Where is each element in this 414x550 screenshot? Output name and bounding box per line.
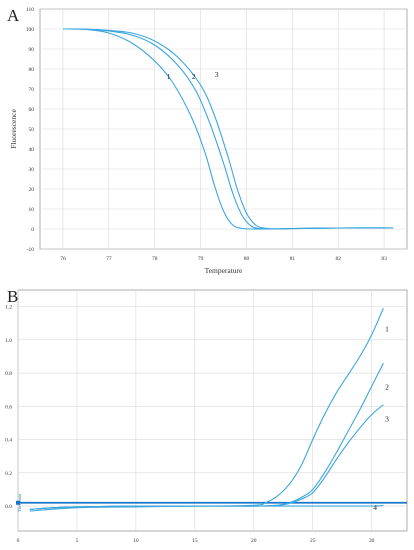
y-tick-label: 0.2 [5,471,12,477]
y-tick-label: 80 [29,67,35,73]
x-tick-label: 79 [198,256,204,262]
x-tick-label: 15 [192,538,198,544]
curve-annotation: 4 [373,503,377,512]
x-tick-label: 77 [106,256,112,262]
curve-annotation: 2 [385,383,389,392]
series-line-1 [29,308,384,510]
x-tick-label: 30 [369,538,375,544]
x-tick-label: 10 [133,538,139,544]
panel-label-b: B [7,287,18,306]
x-tick-label: 83 [381,256,387,262]
curve-annotation: 3 [385,414,389,423]
curve-annotation: 3 [215,70,219,79]
series-line-2 [29,362,384,510]
x-tick-label: 25 [310,538,316,544]
x-tick-label: 76 [60,256,66,262]
melting-curve-chart: 76 77 78 79 80 81 82 83 -10 0 10 20 30 40 50 60 70 80 90 10… [9,7,408,275]
threshold-label: Threshold [17,493,22,512]
y-tick-label: 110 [26,7,34,13]
x-tick-label: 78 [152,256,158,262]
y-tick-label: 1.0 [5,338,12,344]
y-tick-label: 100 [26,27,35,33]
x-tick-label: 5 [76,538,79,544]
series-line-4 [29,504,384,512]
y-tick-label: 40 [29,147,35,153]
x-axis-label: Cycle [204,548,222,550]
threshold-marker [16,500,20,505]
y-tick-label: 0.6 [5,404,12,410]
y-tick-label: 90 [29,47,35,53]
curve-annotation: 1 [385,325,389,334]
curve-annotation: 2 [192,72,196,81]
x-tick-label: 0 [17,538,20,544]
y-axis-label: Fluorescence [9,109,18,149]
x-axis-label: Temperature [205,266,243,275]
x-tick-label: 20 [251,538,257,544]
panel-label-a: A [7,6,20,25]
y-tick-label: 0.4 [5,438,12,444]
plot-frame [17,289,408,532]
y-tick-label: 30 [29,167,35,173]
y-tick-label: -10 [27,247,35,253]
x-tick-label: 82 [335,256,341,262]
y-tick-label: 10 [29,207,35,213]
y-tick-label: 60 [29,107,35,113]
amplification-curve-chart: 0510152025300.00.20.40.60.81.01.2CycleFl… [5,289,408,550]
y-tick-label: 50 [29,127,35,133]
curve-annotation: 1 [167,72,171,81]
y-tick-label: 0.0 [5,504,12,510]
series-line-3 [29,404,384,510]
series-line-3 [62,28,394,230]
x-tick-label: 80 [244,256,250,262]
y-tick-label: 70 [29,87,35,93]
y-tick-label: 20 [29,187,35,193]
y-tick-label: 0 [31,227,34,233]
x-tick-label: 81 [290,256,296,262]
y-tick-label: 1.2 [5,305,12,311]
y-tick-label: 0.8 [5,371,12,377]
